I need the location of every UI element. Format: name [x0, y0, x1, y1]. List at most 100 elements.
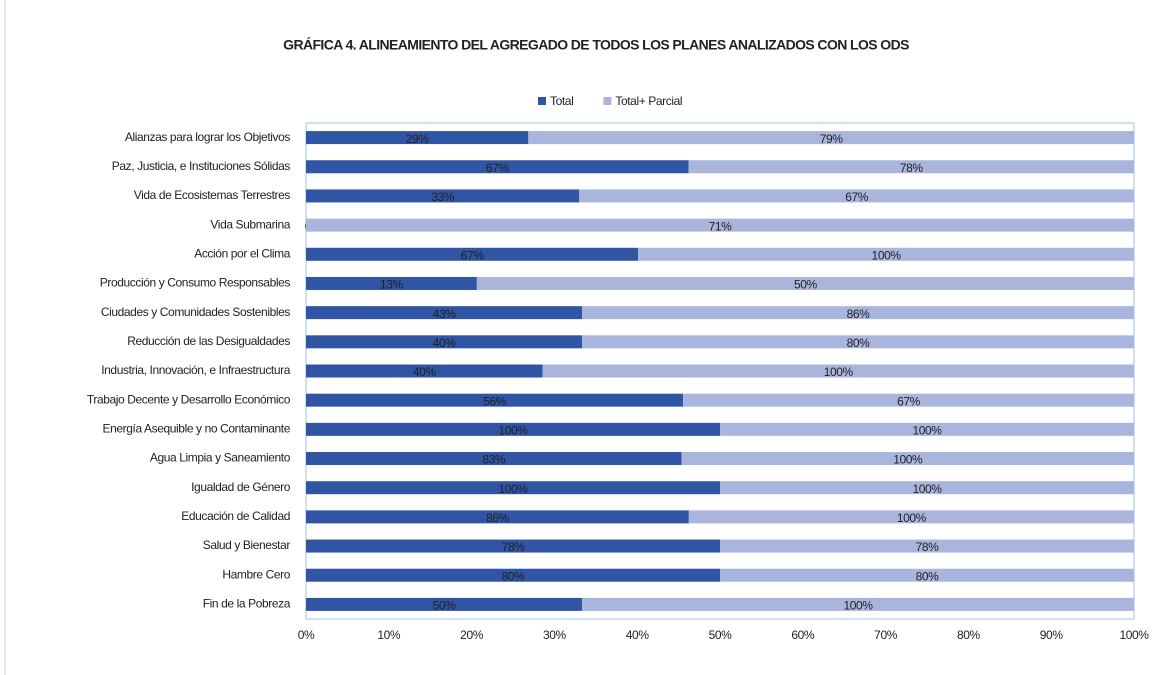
data-label: 100%	[498, 424, 528, 438]
bar-segment	[306, 539, 720, 553]
bar-segment	[306, 393, 683, 407]
bar-segment	[476, 276, 1134, 290]
x-tick-label: 90%	[1040, 628, 1064, 642]
data-label: 79%	[820, 132, 844, 146]
y-tick-label: Agua Limpia y Saneamiento	[150, 451, 291, 465]
data-label: 78%	[900, 161, 924, 175]
bar-segment	[682, 393, 1134, 407]
bar-segment	[306, 189, 580, 203]
y-tick-label: Acción por el Clima	[194, 246, 290, 260]
x-tick-label: 60%	[791, 628, 815, 642]
bar-segment	[306, 247, 639, 261]
data-label: 67%	[461, 248, 485, 262]
data-label: 29%	[406, 132, 430, 146]
x-tick-label: 0%	[298, 628, 315, 642]
legend-label: Total+ Parcial	[615, 94, 682, 108]
data-label: 100%	[893, 453, 923, 467]
bar-segment	[306, 452, 682, 466]
bar-segment	[579, 189, 1134, 203]
bar-segment	[688, 510, 1134, 524]
legend-label: Total	[550, 94, 573, 108]
x-tick-label: 100%	[1119, 628, 1149, 642]
data-label: 67%	[845, 190, 869, 204]
data-label: 83%	[482, 453, 506, 467]
y-tick-label: Vida de Ecosistemas Terrestres	[134, 188, 291, 202]
bar-segment	[306, 568, 720, 582]
bar-segment	[688, 160, 1134, 174]
bar-segment	[582, 335, 1134, 349]
bar-segment	[306, 306, 582, 320]
data-label: 13%	[380, 278, 404, 292]
bar-segment	[542, 364, 1134, 378]
x-tick-label: 70%	[874, 628, 898, 642]
legend-swatch	[538, 97, 546, 105]
data-label: 78%	[502, 540, 526, 554]
data-label: 100%	[912, 424, 942, 438]
y-tick-label: Vida Submarina	[210, 217, 290, 231]
bar-segment	[306, 364, 543, 378]
x-tick-label: 20%	[460, 628, 484, 642]
data-label: 50%	[794, 278, 818, 292]
data-label: 100%	[897, 511, 927, 525]
y-tick-label: Salud y Bienestar	[203, 538, 291, 552]
y-tick-label: Hambre Cero	[222, 567, 290, 581]
bar-segment	[306, 597, 582, 611]
y-tick-label: Alianzas para lograr los Objetivos	[125, 130, 291, 144]
bar-segment	[681, 452, 1134, 466]
data-label: 80%	[502, 569, 526, 583]
y-tick-label: Fin de la Pobreza	[203, 597, 291, 611]
chart-title: GRÁFICA 4. ALINEAMIENTO DEL AGREGADO DE …	[283, 37, 909, 53]
bar-segment	[638, 247, 1134, 261]
legend-swatch	[603, 97, 612, 105]
bar-segment	[582, 597, 1134, 611]
data-label: 100%	[824, 365, 854, 379]
y-tick-label: Energía Asequible y no Contaminante	[103, 422, 291, 436]
x-tick-label: 30%	[543, 628, 567, 642]
data-label: 86%	[847, 307, 871, 321]
y-tick-label: Producción y Consumo Responsables	[100, 276, 291, 290]
bar-segment	[720, 481, 1134, 495]
x-tick-label: 10%	[377, 628, 401, 642]
data-label: 100%	[498, 482, 528, 496]
y-tick-label: Industria, Innovación, e Infraestructura	[101, 363, 291, 377]
bar-segment	[720, 422, 1134, 436]
y-tick-label: Ciudades y Comunidades Sostenibles	[101, 305, 291, 319]
x-tick-label: 80%	[957, 628, 981, 642]
bar-segment	[306, 481, 720, 495]
bar-segment	[306, 510, 689, 524]
data-label: 40%	[433, 336, 457, 350]
data-label: 78%	[916, 540, 940, 554]
data-label: 67%	[486, 161, 510, 175]
data-label: 80%	[847, 336, 871, 350]
bar-segment	[528, 131, 1134, 145]
bar-segment	[306, 160, 689, 174]
data-label: 100%	[872, 248, 902, 262]
data-label: 56%	[483, 394, 507, 408]
data-label: 67%	[897, 394, 921, 408]
data-label: 43%	[433, 307, 457, 321]
bar-segment	[306, 422, 720, 436]
y-tick-label: Trabajo Decente y Desarrollo Económico	[87, 392, 291, 406]
y-tick-label: Igualdad de Género	[191, 480, 291, 494]
x-tick-label: 40%	[626, 628, 650, 642]
y-tick-label: Paz, Justicia, e Instituciones Sólidas	[112, 159, 291, 173]
data-label: 33%	[431, 190, 455, 204]
data-label: 71%	[709, 219, 733, 233]
data-label: 50%	[433, 599, 457, 613]
bar-segment	[582, 306, 1134, 320]
data-label: 80%	[916, 569, 940, 583]
bar-segment	[306, 276, 477, 290]
data-label: 100%	[912, 482, 942, 496]
y-tick-label: Reducción de las Desigualdades	[127, 334, 290, 348]
data-label: 40%	[413, 365, 437, 379]
bar-segment	[306, 218, 1134, 232]
bar-segment	[720, 539, 1134, 553]
data-label: 86%	[486, 511, 510, 525]
bar-segment	[306, 335, 582, 349]
bar-segment	[720, 568, 1134, 582]
y-tick-label: Educación de Calidad	[181, 509, 290, 523]
data-label: 100%	[843, 599, 873, 613]
bar-segment	[306, 131, 529, 145]
x-tick-label: 50%	[709, 628, 733, 642]
